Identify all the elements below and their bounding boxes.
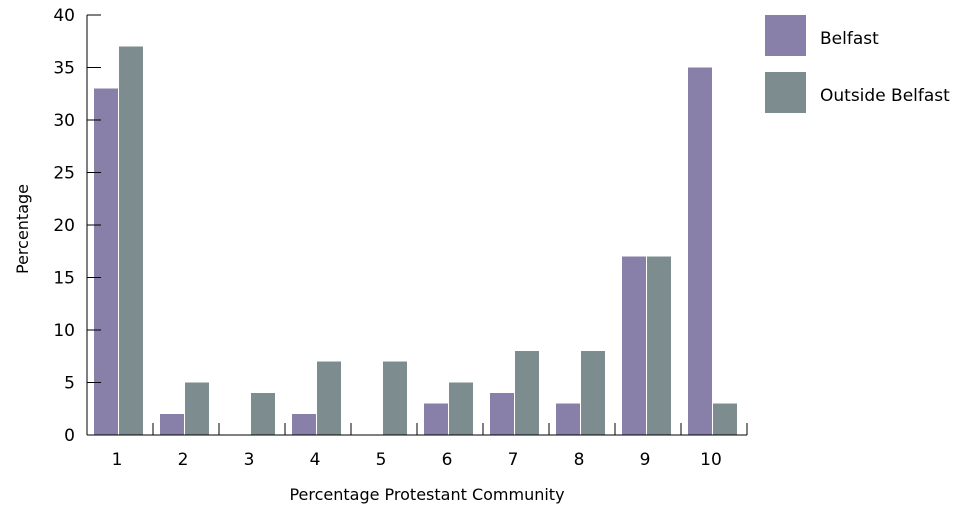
- y-tick-label: 5: [64, 374, 75, 394]
- bar-outside-belfast-7: [515, 351, 539, 435]
- x-tick-label: 6: [442, 450, 453, 470]
- y-tick-label: 40: [53, 6, 75, 26]
- x-tick-label: 5: [376, 450, 387, 470]
- x-tick-label: 1: [112, 450, 123, 470]
- bar-outside-belfast-2: [185, 382, 209, 435]
- bar-belfast-7: [490, 393, 514, 435]
- bar-outside-belfast-9: [647, 256, 671, 435]
- x-tick-label: 3: [244, 450, 255, 470]
- x-tick-label: 9: [640, 450, 651, 470]
- bar-outside-belfast-10: [713, 403, 737, 435]
- bar-outside-belfast-4: [317, 361, 341, 435]
- x-tick-label: 10: [700, 450, 722, 470]
- y-tick-label: 20: [53, 216, 75, 236]
- x-tick-label: 4: [310, 450, 321, 470]
- y-tick-label: 35: [53, 59, 75, 79]
- y-tick-label: 0: [64, 426, 75, 446]
- bars-group: [94, 46, 737, 435]
- bar-belfast-8: [556, 403, 580, 435]
- y-tick-label: 25: [53, 164, 75, 184]
- bar-belfast-9: [622, 256, 646, 435]
- y-tick-label: 10: [53, 321, 75, 341]
- x-tick-label: 7: [508, 450, 519, 470]
- legend-swatch-outside-belfast: [765, 72, 806, 113]
- x-axis-title: Percentage Protestant Community: [289, 485, 564, 504]
- bar-outside-belfast-8: [581, 351, 605, 435]
- bar-outside-belfast-3: [251, 393, 275, 435]
- bar-outside-belfast-6: [449, 382, 473, 435]
- legend: Belfast Outside Belfast: [765, 15, 950, 113]
- bar-belfast-6: [424, 403, 448, 435]
- y-axis-title: Percentage: [13, 184, 32, 274]
- bar-outside-belfast-5: [383, 361, 407, 435]
- x-tick-label: 2: [178, 450, 189, 470]
- y-axis-ticks: 0 5 10 15 20 25 30 35 40: [53, 6, 101, 446]
- bar-outside-belfast-1: [119, 46, 143, 435]
- bar-belfast-2: [160, 414, 184, 435]
- x-tick-label: 8: [574, 450, 585, 470]
- bar-belfast-1: [94, 88, 118, 435]
- y-tick-label: 15: [53, 269, 75, 289]
- legend-label: Outside Belfast: [820, 86, 950, 106]
- legend-swatch-belfast: [765, 15, 806, 56]
- x-axis-ticks: 1 2 3 4 5 6 7 8 9 10: [112, 423, 748, 470]
- bar-belfast-4: [292, 414, 316, 435]
- y-tick-label: 30: [53, 111, 75, 131]
- legend-label: Belfast: [820, 29, 879, 49]
- bar-belfast-10: [688, 67, 712, 435]
